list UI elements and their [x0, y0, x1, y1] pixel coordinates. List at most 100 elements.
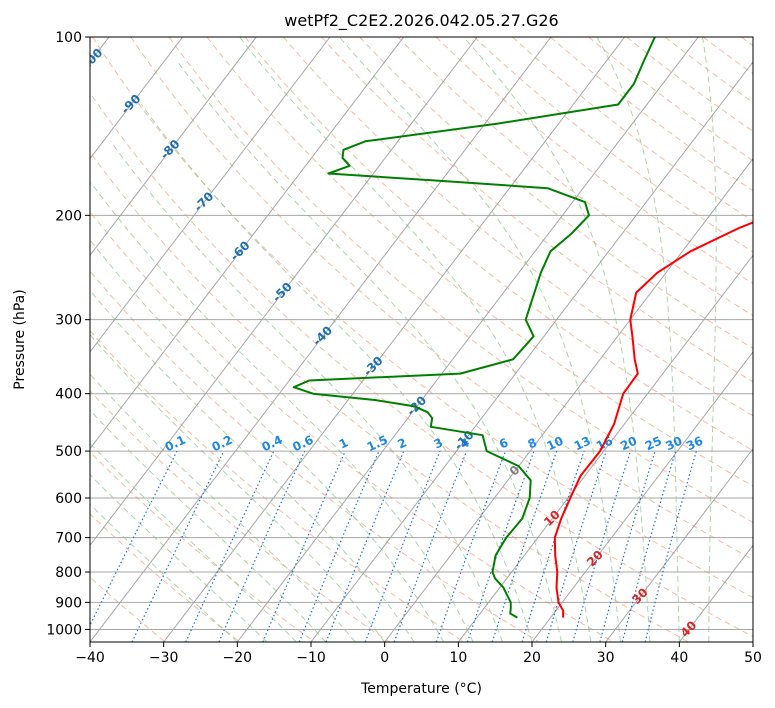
- isotherm-line: [457, 254, 753, 642]
- mixing-ratio-label: 20: [618, 434, 639, 454]
- dewpoint-line: [292, 37, 656, 619]
- moist-adiabat: [90, 503, 238, 642]
- mixing-ratio-line: [393, 450, 468, 642]
- dry-adiabat: [283, 37, 753, 417]
- mixing-ratio-label: 1: [337, 435, 350, 451]
- isotherm-label: -50: [270, 280, 295, 305]
- dry-adiabat: [588, 37, 753, 162]
- mixing-ratio-line: [491, 450, 558, 642]
- mixing-ratio-label: 6: [497, 435, 510, 451]
- dry-adiabat: [244, 37, 753, 452]
- x-tick-label: 50: [744, 650, 762, 666]
- x-axis-ticks: −40 −30 −20 −10 0 10 20 30 40 50: [75, 642, 762, 666]
- isotherm-line: [90, 37, 184, 160]
- moist-adiabat: [90, 442, 297, 642]
- moist-adiabat: [596, 37, 680, 642]
- y-tick-label: 500: [55, 444, 82, 460]
- dry-adiabat: [206, 37, 753, 487]
- isotherm-label: -80: [157, 137, 182, 162]
- isotherm-label: -40: [310, 323, 335, 348]
- mixing-ratio-line: [325, 450, 405, 642]
- dry-adiabat: [702, 37, 753, 75]
- y-tick-label: 900: [55, 595, 82, 611]
- dry-adiabat: [90, 513, 241, 642]
- mixing-ratio-label: 30: [663, 434, 684, 454]
- moist-adiabat: [90, 473, 268, 642]
- dry-adiabat: [90, 390, 390, 642]
- dry-adiabat: [473, 37, 753, 253]
- dry-adiabat: [550, 37, 753, 192]
- x-axis-label: Temperature (°C): [360, 681, 482, 697]
- mixing-ratio-line: [466, 450, 535, 642]
- background-lines: [90, 37, 753, 642]
- y-axis-label: Pressure (hPa): [12, 289, 28, 389]
- mixing-ratio-label: 3: [432, 435, 445, 451]
- x-tick-label: −40: [75, 650, 105, 666]
- isotherm-line: [90, 37, 257, 257]
- x-tick-label: 0: [380, 650, 389, 666]
- moist-adiabat: [701, 37, 717, 642]
- plot-frame: [89, 36, 754, 643]
- isotherm-line: [678, 544, 753, 642]
- x-tick-label: −20: [223, 650, 253, 666]
- moist-adiabat: [339, 37, 621, 642]
- isotherm-label: 30: [629, 585, 651, 607]
- y-tick-label: 300: [55, 313, 82, 329]
- mixing-ratio-label: 8: [526, 435, 539, 451]
- mixing-ratio-line: [599, 450, 656, 642]
- mixing-ratio-label: 36: [684, 434, 705, 454]
- isotherm-label: -30: [361, 354, 386, 379]
- isotherm-line: [90, 37, 331, 353]
- isotherm-line: [384, 157, 753, 642]
- y-tick-label: 200: [55, 208, 82, 224]
- moist-adiabat: [463, 37, 651, 642]
- sounding-series: [292, 37, 753, 619]
- mixing-ratio-line: [185, 450, 275, 642]
- dry-adiabat: [90, 270, 540, 642]
- y-tick-label: 600: [55, 491, 82, 507]
- dry-adiabat: [664, 37, 753, 103]
- mixing-ratio-line: [644, 450, 697, 642]
- isotherm-line: [236, 37, 699, 642]
- mixing-ratio-label: 13: [572, 434, 593, 454]
- dry-adiabat: [435, 37, 753, 285]
- dry-adiabat: [90, 151, 689, 642]
- x-tick-label: 10: [449, 650, 467, 666]
- moist-adiabat: [90, 333, 386, 642]
- moist-adiabat: [90, 180, 474, 642]
- isotherm-line: [90, 37, 552, 642]
- mixing-ratio-line: [545, 450, 607, 642]
- isotherm-label: -60: [227, 238, 252, 263]
- y-axis-ticks: 100 200 300 400 500 600 700 800 900 1000: [46, 30, 90, 638]
- mixing-ratio-line: [131, 450, 225, 642]
- dry-adiabat: [90, 91, 753, 638]
- mixing-ratio-label: 2: [395, 435, 408, 451]
- y-tick-label: 800: [55, 565, 82, 581]
- isotherm-line: [310, 61, 753, 642]
- x-tick-label: −10: [296, 650, 326, 666]
- moist-adiabat: [90, 239, 445, 642]
- mixing-ratio-line: [218, 450, 306, 642]
- isotherm-label: 40: [678, 618, 700, 640]
- dry-adiabat: [359, 37, 753, 350]
- temperature-line: [553, 221, 753, 618]
- x-tick-label: 30: [597, 650, 615, 666]
- isotherm-label: 20: [584, 548, 606, 570]
- moist-adiabat: [90, 289, 415, 642]
- moist-adiabat: [90, 409, 327, 642]
- isotherm-line: [90, 37, 478, 547]
- mixing-ratio-line: [298, 450, 380, 642]
- isotherm-line: [605, 447, 753, 642]
- moist-adiabat: [177, 61, 562, 642]
- isotherm-line: [752, 641, 753, 642]
- y-tick-label: 1000: [46, 622, 82, 638]
- chart-title: wetPf2_C2E2.2026.042.05.27.G26: [284, 11, 558, 31]
- y-tick-label: 100: [55, 30, 82, 46]
- mixing-ratio-line: [621, 450, 677, 642]
- mixing-ratio-line: [262, 450, 346, 642]
- isotherm-line: [531, 351, 753, 642]
- dry-adiabat: [321, 37, 753, 383]
- mixing-ratio-line: [521, 450, 585, 642]
- dry-adiabat: [741, 37, 753, 47]
